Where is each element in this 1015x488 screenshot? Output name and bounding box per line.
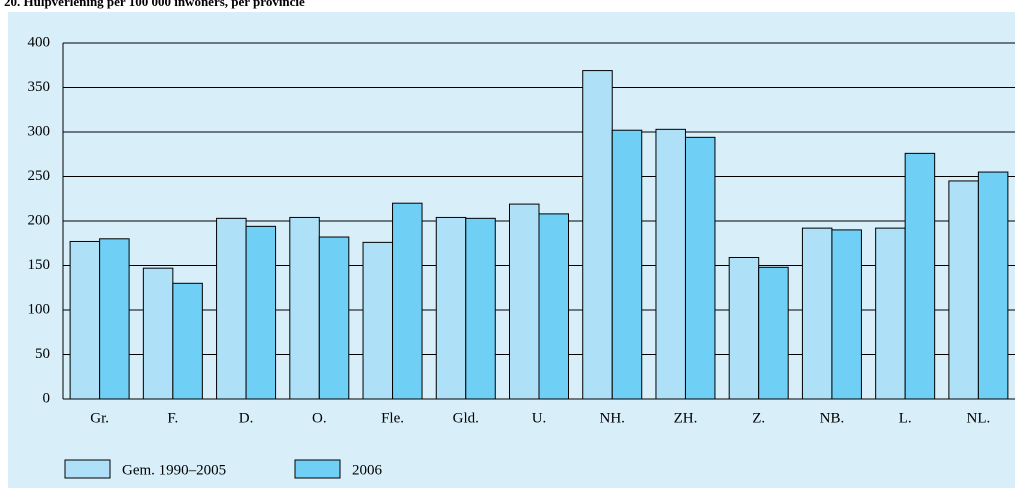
- bar: [435, 216, 467, 400]
- bar: [318, 236, 350, 400]
- y-tick-label: 350: [28, 79, 51, 95]
- y-tick-label: 300: [28, 123, 51, 139]
- bar: [216, 217, 247, 400]
- bar: [289, 216, 320, 400]
- y-tick-label: 0: [43, 390, 51, 406]
- bar: [245, 225, 277, 400]
- x-tick-label: Gld.: [453, 410, 479, 426]
- legend-swatch: [64, 459, 111, 479]
- bar: [611, 129, 643, 400]
- chart-title: 20. Hulpverlening per 100 000 inwoners, …: [4, 0, 305, 9]
- bar: [831, 229, 862, 400]
- bar: [728, 256, 760, 400]
- x-tick-label: ZH.: [674, 410, 698, 426]
- y-tick-label: 100: [28, 301, 51, 317]
- legend-label: Gem. 1990–2005: [122, 462, 226, 478]
- x-tick-label: D.: [239, 410, 254, 426]
- bar: [655, 128, 686, 400]
- legend-swatch: [294, 459, 341, 479]
- bar: [172, 282, 203, 400]
- x-tick-label: Fle.: [381, 410, 404, 426]
- y-tick-label: 200: [28, 212, 51, 228]
- bar: [977, 171, 1009, 400]
- bar: [142, 267, 174, 400]
- bar: [392, 202, 423, 400]
- bar: [875, 227, 906, 400]
- x-tick-label: U.: [532, 410, 547, 426]
- bar: [465, 217, 496, 400]
- y-tick-label: 50: [35, 346, 50, 362]
- y-tick-label: 250: [28, 168, 51, 184]
- bar: [904, 152, 936, 400]
- x-tick-label: Z.: [752, 410, 765, 426]
- legend-label: 2006: [352, 462, 383, 478]
- bar: [758, 266, 789, 400]
- bar: [99, 238, 130, 400]
- x-tick-label: Gr.: [90, 410, 109, 426]
- x-tick-label: NB.: [820, 410, 845, 426]
- x-tick-label: F.: [167, 410, 178, 426]
- bar: [69, 240, 101, 400]
- x-tick-label: NH.: [600, 410, 625, 426]
- x-tick-label: NL.: [967, 410, 991, 426]
- bar: [509, 203, 540, 400]
- y-tick-label: 400: [28, 34, 51, 50]
- bar: [948, 180, 979, 400]
- bar: [684, 136, 716, 400]
- y-tick-label: 150: [28, 257, 51, 273]
- bar: [801, 227, 833, 400]
- x-tick-label: L.: [899, 410, 912, 426]
- bar: [582, 70, 613, 400]
- bar: [538, 213, 569, 400]
- bar: [362, 241, 394, 400]
- x-tick-label: O.: [312, 410, 327, 426]
